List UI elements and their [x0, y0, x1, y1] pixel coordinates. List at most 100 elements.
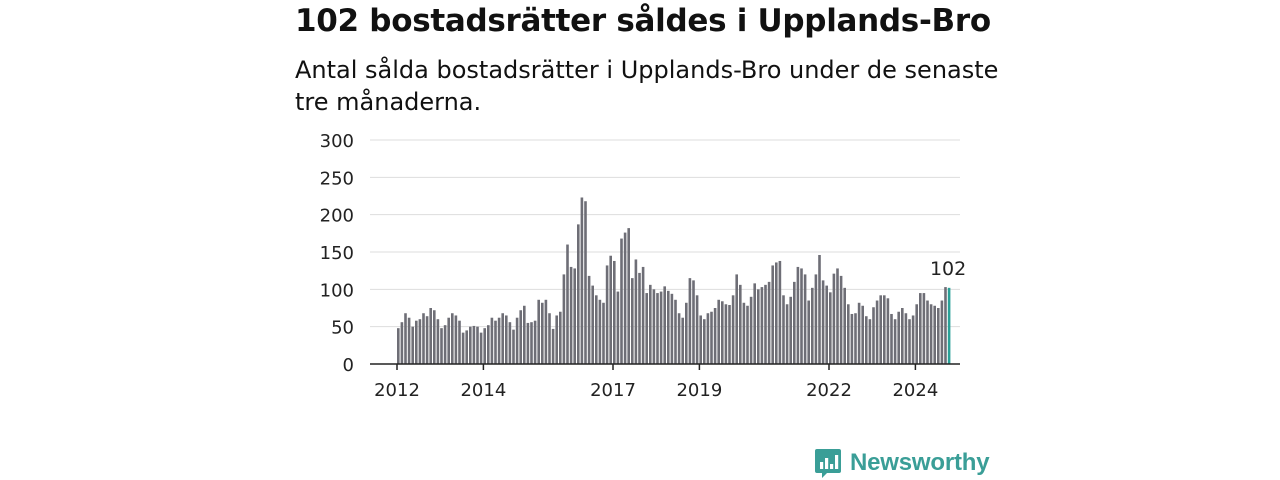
y-tick-label: 100 [320, 280, 354, 301]
bar [706, 313, 710, 364]
bar [739, 284, 742, 364]
bar [598, 299, 602, 364]
bar [908, 319, 911, 364]
bar [407, 317, 411, 364]
bar [519, 310, 522, 364]
bar [677, 313, 681, 364]
bar [591, 285, 594, 364]
bar [422, 313, 425, 364]
bar [868, 319, 872, 364]
bar [641, 266, 645, 364]
bar [490, 317, 494, 364]
bar [832, 273, 836, 364]
bar [717, 299, 720, 364]
bar [854, 313, 857, 364]
bars [397, 197, 951, 364]
bar [879, 295, 882, 364]
bar [584, 201, 587, 364]
bar [595, 295, 598, 364]
bar [400, 322, 404, 364]
bar [605, 265, 609, 364]
bar [843, 287, 846, 364]
newsworthy-logo-icon [815, 449, 841, 478]
bar [425, 316, 429, 364]
bar [782, 295, 785, 364]
x-tick-label: 2019 [676, 380, 722, 401]
bar [699, 315, 702, 364]
bar [746, 305, 749, 364]
x-tick-label: 2014 [460, 380, 506, 401]
bar [577, 224, 580, 364]
bar [544, 299, 548, 364]
bar [789, 296, 792, 364]
bar [685, 302, 688, 364]
chart-title: 102 bostadsrätter såldes i Upplands-Bro [295, 3, 991, 39]
bar [652, 289, 656, 364]
bar [933, 305, 936, 364]
bar [897, 311, 900, 364]
bar [573, 268, 576, 364]
bar [483, 328, 486, 364]
bar [695, 295, 699, 364]
bar [821, 280, 825, 364]
bar [929, 304, 933, 364]
bar [775, 262, 778, 364]
bar [742, 302, 746, 364]
bar [886, 298, 890, 364]
bar [757, 289, 760, 364]
bar [569, 266, 573, 364]
y-tick-label: 300 [320, 131, 354, 152]
bar [659, 291, 663, 364]
bar [526, 322, 530, 364]
bar [494, 320, 497, 364]
bar [533, 320, 537, 364]
bar [443, 325, 447, 364]
bar [609, 255, 612, 364]
bar [703, 319, 706, 364]
bar [667, 290, 670, 364]
bar [811, 287, 814, 364]
brand-name: Newsworthy [850, 449, 990, 476]
bar [865, 316, 868, 364]
bar [764, 284, 767, 364]
bar [634, 259, 638, 364]
bar [785, 304, 789, 364]
bar [803, 274, 807, 364]
bar [440, 328, 443, 364]
bar [454, 315, 458, 364]
bar [778, 260, 782, 364]
bar [461, 332, 465, 364]
bar [559, 311, 562, 364]
y-tick-label: 150 [320, 243, 354, 264]
bar [922, 293, 926, 364]
bar [911, 315, 915, 364]
bar [883, 295, 886, 364]
bar [530, 322, 533, 364]
bar [512, 329, 515, 364]
bar [825, 285, 828, 364]
bar [663, 286, 666, 364]
bar [487, 325, 490, 364]
y-tick-label: 50 [331, 318, 354, 339]
bar [508, 322, 512, 364]
bar [613, 260, 616, 364]
bar [451, 313, 454, 364]
y-axis-ticks: 0 50 100 150 200 250 300 [320, 131, 354, 376]
bar [418, 319, 422, 364]
bar [875, 300, 879, 364]
bar [836, 268, 839, 364]
bar [713, 308, 717, 364]
bar [857, 302, 861, 364]
bar [749, 296, 753, 364]
y-tick-label: 0 [343, 355, 354, 376]
bar [645, 293, 648, 364]
bar [915, 304, 918, 364]
bar [919, 293, 922, 364]
bar [670, 293, 674, 364]
bar [796, 266, 800, 364]
chart-subtitle: Antal sålda bostadsrätter i Upplands-Bro… [295, 56, 999, 116]
bar [501, 313, 504, 364]
highlight-value-label: 102 [930, 258, 966, 280]
bar [447, 317, 450, 364]
